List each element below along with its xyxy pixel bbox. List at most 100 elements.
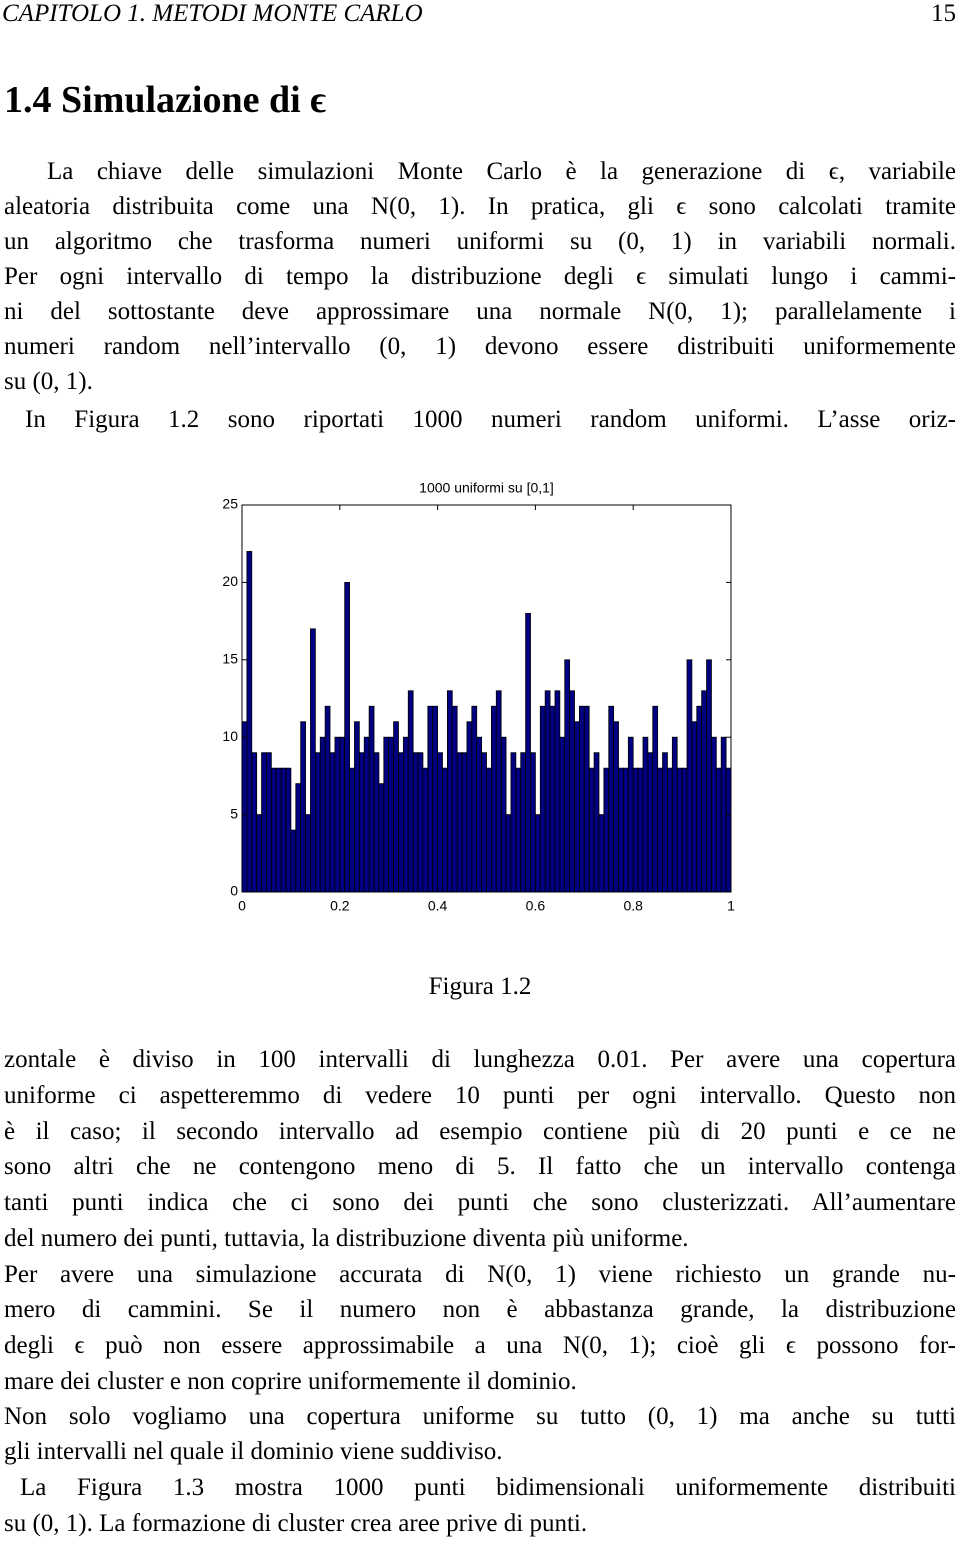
bar <box>334 736 341 893</box>
bar <box>373 752 380 893</box>
y-tick-label: 15 <box>222 651 238 667</box>
bar <box>339 736 346 893</box>
text-line: numeri random nell’intervallo (0, 1) dev… <box>4 333 956 360</box>
text-line: zontale è diviso in 100 intervalli di lu… <box>4 1046 956 1073</box>
bar <box>305 814 311 893</box>
bar <box>275 767 282 893</box>
y-tick-label: 20 <box>222 573 238 589</box>
bar <box>246 551 253 893</box>
text-line: gli intervalli nel quale il dominio vien… <box>4 1438 503 1465</box>
text-line: In Figura 1.2 sono riportati 1000 numeri… <box>25 406 956 433</box>
y-tick-label: 5 <box>230 805 238 821</box>
bar <box>569 690 575 893</box>
bar <box>583 705 590 893</box>
section-title: 1.4 Simulazione di ϵ <box>4 79 327 121</box>
bar <box>549 705 556 893</box>
bar <box>319 736 326 893</box>
bar <box>574 721 580 893</box>
text-line: La chiave delle simulazioni Monte Carlo … <box>47 158 956 185</box>
bar <box>613 721 619 893</box>
bar <box>652 705 659 893</box>
bar <box>261 752 267 893</box>
bar <box>525 612 531 893</box>
chart-title: 1000 uniformi su [0,1] <box>419 480 554 496</box>
x-tick-label: 0.4 <box>428 898 448 914</box>
text-line: sono altri che ne contengono meno di 5. … <box>4 1153 956 1180</box>
text-line: ni del sottostante deve approssimare una… <box>4 298 956 325</box>
bar <box>451 705 458 893</box>
bar <box>476 736 483 893</box>
y-tick-label: 0 <box>230 883 238 899</box>
bar <box>681 767 688 893</box>
bar <box>270 767 277 893</box>
bar <box>520 752 527 893</box>
bar <box>314 752 321 893</box>
x-tick-label: 1 <box>727 898 735 914</box>
bar <box>686 659 693 893</box>
bar <box>500 736 507 893</box>
bar <box>505 814 512 893</box>
bar <box>691 721 698 893</box>
bar <box>627 736 634 893</box>
bar <box>725 767 732 893</box>
bar <box>422 767 429 893</box>
bar <box>251 752 258 893</box>
bar <box>515 767 522 893</box>
bar <box>427 705 434 893</box>
bar <box>593 752 600 893</box>
bar <box>530 752 536 893</box>
bar <box>564 659 571 893</box>
x-tick-label: 0.8 <box>623 898 643 914</box>
y-tick-label: 10 <box>222 728 238 744</box>
text-line: La Figura 1.3 mostra 1000 punti bidimens… <box>20 1474 956 1501</box>
bar <box>402 736 409 893</box>
bar <box>608 705 615 893</box>
bar <box>349 767 355 893</box>
bar <box>662 752 668 893</box>
bar <box>618 767 624 893</box>
bar <box>539 705 546 893</box>
bar <box>466 721 473 893</box>
text-line: Non solo vogliamo una copertura uniforme… <box>4 1403 956 1430</box>
bar <box>490 705 497 893</box>
bar <box>642 736 649 893</box>
text-line: Per ogni intervallo di tempo la distribu… <box>4 263 956 290</box>
bar <box>632 767 639 893</box>
bar <box>378 783 385 893</box>
bar <box>667 767 673 893</box>
bar <box>456 752 463 893</box>
bar <box>310 628 316 893</box>
bar <box>295 783 302 893</box>
bar <box>486 767 492 893</box>
bar <box>481 752 487 893</box>
bar <box>412 752 419 893</box>
bar <box>383 736 390 893</box>
x-tick-label: 0.2 <box>330 898 350 914</box>
text-line: degli ϵ può non essere approssimabile a … <box>4 1332 956 1359</box>
text-line: tanti punti indica che ci sono dei punti… <box>4 1189 956 1216</box>
bar <box>285 767 292 893</box>
bar <box>388 736 394 893</box>
bar <box>603 767 610 893</box>
bar <box>344 582 350 893</box>
running-header: CAPITOLO 1. METODI MONTE CARLO <box>2 0 423 27</box>
bar <box>696 705 703 893</box>
text-line: aleatoria distribuita come una N(0, 1). … <box>4 193 956 220</box>
bar <box>495 690 502 893</box>
text-line: mero di cammini. Se il numero non è abba… <box>4 1296 956 1323</box>
bar <box>554 690 561 893</box>
text-line: Per avere una simulazione accurata di N(… <box>4 1261 956 1288</box>
x-tick-label: 0 <box>238 898 246 914</box>
bar <box>461 752 468 893</box>
y-tick-label: 25 <box>222 496 238 512</box>
bar <box>711 736 717 893</box>
page-number: 15 <box>931 0 956 27</box>
bar <box>290 829 297 893</box>
bar <box>701 690 707 893</box>
bar <box>407 690 414 893</box>
bar <box>579 705 585 893</box>
bar <box>256 814 262 893</box>
bar <box>720 736 727 893</box>
bar <box>623 767 629 893</box>
